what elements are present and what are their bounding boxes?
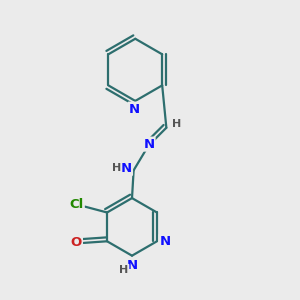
Text: N: N [129,103,140,116]
Text: H: H [172,119,181,130]
Text: N: N [160,235,171,248]
Text: N: N [143,138,155,151]
Text: H: H [112,163,121,173]
Text: N: N [126,259,138,272]
Text: O: O [71,236,82,249]
Text: N: N [121,162,132,175]
Text: H: H [119,265,128,275]
Text: Cl: Cl [70,199,84,212]
